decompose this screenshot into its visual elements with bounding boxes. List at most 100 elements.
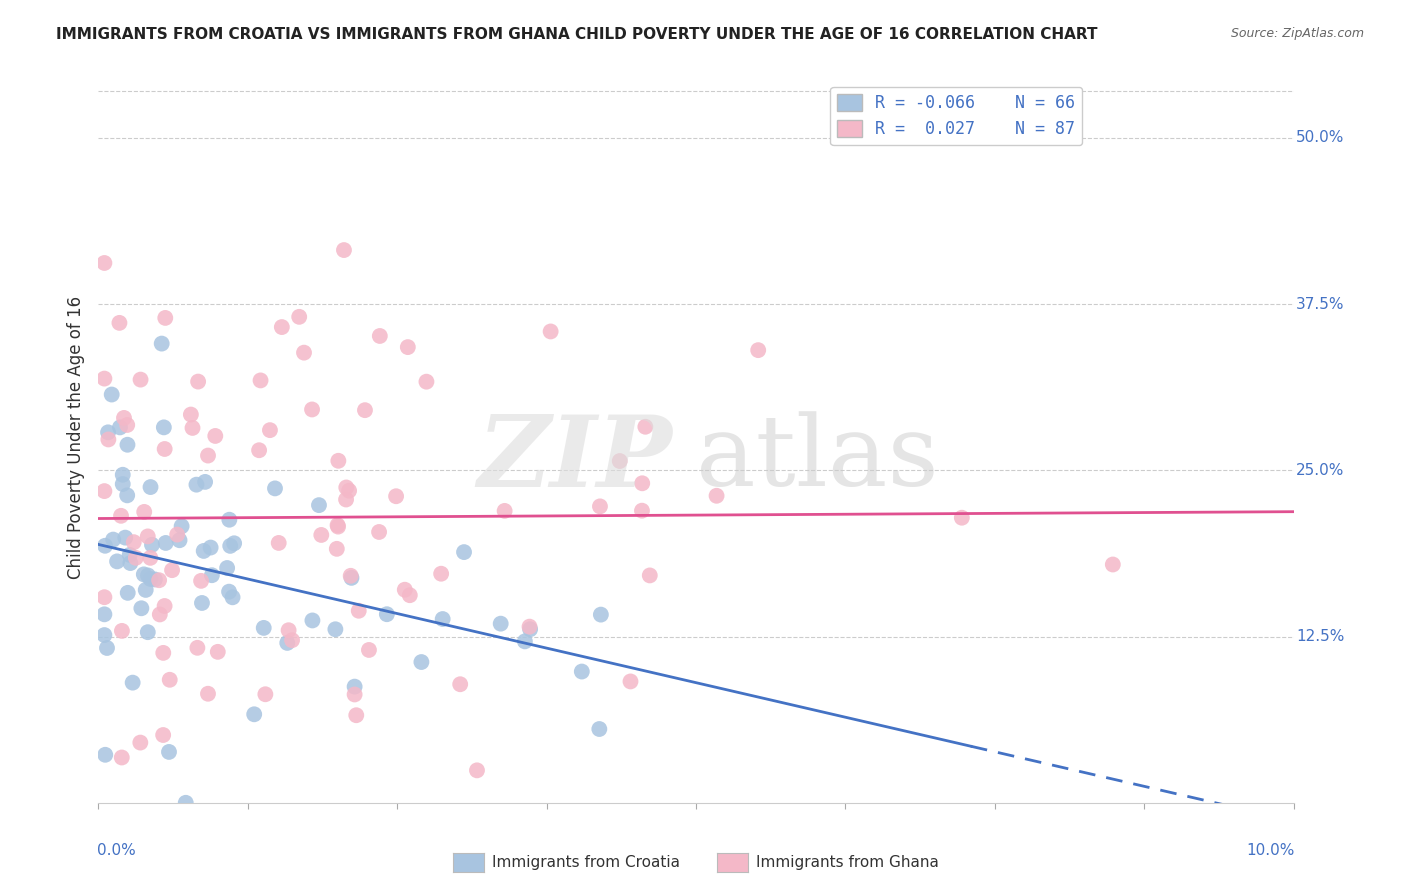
Point [219, 539, 242, 553]
Point [396, 340, 419, 354]
Point [166, 527, 188, 541]
Point [259, 423, 281, 437]
Point [254, 687, 277, 701]
Point [328, 454, 350, 468]
Point [288, 310, 311, 324]
Point [218, 513, 240, 527]
Point [449, 677, 471, 691]
Point [197, 449, 219, 463]
Point [97, 433, 120, 447]
Point [96, 640, 118, 655]
Text: 25.0%: 25.0% [1296, 463, 1344, 478]
Point [169, 533, 191, 548]
Point [111, 467, 134, 482]
Point [170, 519, 193, 533]
Point [94, 539, 117, 553]
Point [571, 665, 593, 679]
Point [111, 624, 134, 638]
Point [281, 633, 304, 648]
Point [950, 510, 973, 524]
Point [276, 636, 298, 650]
Point [631, 476, 654, 491]
Point [706, 489, 728, 503]
Point [343, 688, 366, 702]
Point [136, 625, 159, 640]
Point [135, 582, 157, 597]
Point [181, 421, 204, 435]
Point [118, 548, 141, 562]
Point [115, 417, 138, 432]
Text: atlas: atlas [696, 411, 939, 507]
Point [180, 408, 202, 422]
Point [301, 614, 323, 628]
Point [108, 420, 131, 434]
Point [108, 316, 131, 330]
Point [432, 612, 454, 626]
Point [114, 531, 136, 545]
Point [122, 535, 145, 549]
Point [430, 566, 453, 581]
Point [159, 673, 181, 687]
Point [540, 325, 562, 339]
Point [186, 477, 208, 491]
Point [157, 745, 180, 759]
Point [326, 518, 349, 533]
Point [221, 591, 243, 605]
Text: Immigrants from Ghana: Immigrants from Ghana [756, 855, 939, 870]
Point [465, 764, 488, 778]
Point [218, 584, 240, 599]
Y-axis label: Child Poverty Under the Age of 16: Child Poverty Under the Age of 16 [66, 295, 84, 579]
Point [344, 708, 367, 723]
Point [136, 568, 159, 582]
Point [132, 567, 155, 582]
Text: 37.5%: 37.5% [1296, 297, 1344, 311]
Text: 0.0%: 0.0% [97, 843, 136, 858]
Point [125, 550, 148, 565]
Point [638, 568, 661, 582]
Point [339, 569, 361, 583]
Point [270, 320, 292, 334]
Point [224, 536, 246, 550]
Point [93, 256, 115, 270]
Point [385, 489, 408, 503]
Point [155, 310, 177, 325]
Point [453, 545, 475, 559]
Point [112, 411, 135, 425]
Point [93, 371, 115, 385]
Point [267, 536, 290, 550]
Point [375, 607, 398, 622]
Point [155, 536, 177, 550]
Point [117, 438, 139, 452]
Point [105, 554, 128, 568]
Point [589, 607, 612, 622]
Point [111, 750, 134, 764]
Point [149, 607, 172, 622]
Point [326, 519, 349, 533]
Point [153, 442, 176, 456]
Point [139, 572, 162, 586]
Point [411, 655, 433, 669]
Text: 50.0%: 50.0% [1296, 130, 1344, 145]
Point [357, 643, 380, 657]
Point [160, 563, 183, 577]
Point [747, 343, 769, 358]
Text: 10.0%: 10.0% [1246, 843, 1295, 858]
Point [191, 596, 214, 610]
Point [94, 747, 117, 762]
Point [93, 484, 115, 499]
Point [277, 624, 299, 638]
Point [292, 345, 315, 359]
Point [337, 483, 360, 498]
Point [129, 373, 152, 387]
Point [93, 628, 115, 642]
Point [634, 419, 657, 434]
Point [93, 591, 115, 605]
Point [619, 674, 641, 689]
Point [110, 508, 132, 523]
Point [131, 601, 153, 615]
Point [101, 533, 124, 547]
Point [589, 500, 612, 514]
Point [141, 538, 163, 552]
Point [340, 571, 363, 585]
Point [631, 504, 654, 518]
